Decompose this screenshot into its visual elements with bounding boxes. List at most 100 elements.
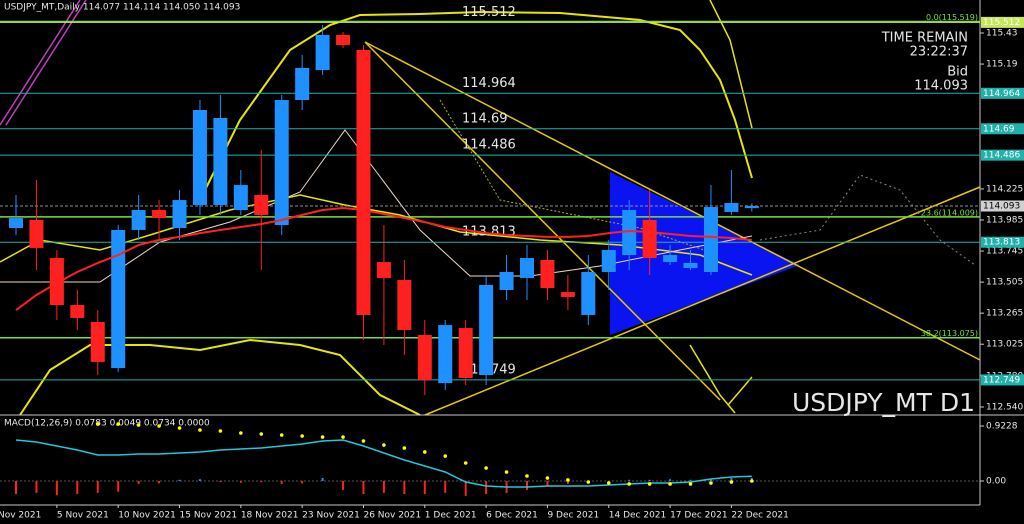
level-label: 115.512 xyxy=(462,5,516,20)
candle-body xyxy=(397,280,412,330)
candle-body xyxy=(295,67,310,101)
fib-label: 38.2(113.075) xyxy=(921,329,978,338)
level-label: 114.486 xyxy=(462,138,516,153)
trend-line xyxy=(364,41,721,401)
signal-dot xyxy=(484,466,488,470)
signal-dot xyxy=(279,433,284,437)
signal-dot xyxy=(627,482,631,486)
x-tick-label: 9 Dec 2021 xyxy=(547,511,599,521)
signal-dot xyxy=(157,424,161,428)
x-tick-label: 5 Nov 2021 xyxy=(57,511,109,521)
y-tick-label: 0.00 xyxy=(986,476,1006,486)
bid-title: Bid xyxy=(947,65,968,80)
macd-label: MACD(12,26,9) 0.0783 0.0049 0.0734 0.000… xyxy=(4,419,210,429)
candle-body xyxy=(274,100,289,226)
ichimoku-line xyxy=(439,99,711,253)
candle-body xyxy=(438,325,453,384)
signal-dot xyxy=(525,474,529,478)
x-tick-label: 1 Dec 2021 xyxy=(425,511,477,521)
candle-body xyxy=(744,206,759,209)
signal-dot xyxy=(361,439,366,443)
candle-body xyxy=(29,219,44,248)
signal-dot xyxy=(463,461,468,465)
signal-dot xyxy=(750,479,754,483)
x-tick-label: 15 Nov 2021 xyxy=(180,511,238,521)
level-axis-label: 115.512 xyxy=(983,18,1020,28)
bid-value: 114.093 xyxy=(914,79,968,94)
signal-dot xyxy=(566,478,570,482)
trend-line xyxy=(424,186,981,416)
candle-body xyxy=(540,259,555,289)
signal-dot xyxy=(504,470,509,474)
trend-line xyxy=(364,41,981,361)
x-tick-label: 10 Nov 2021 xyxy=(118,511,176,521)
signal-dot xyxy=(647,482,652,486)
y-tick-label: 113.745 xyxy=(986,247,1023,257)
y-tick-label: 113.985 xyxy=(986,215,1023,225)
signal-dot xyxy=(218,429,223,433)
signal-dot xyxy=(709,481,713,485)
signal-dot xyxy=(320,435,325,439)
level-box xyxy=(981,149,1024,161)
signal-dot xyxy=(688,482,693,486)
level-label: 113.813 xyxy=(462,225,516,240)
x-tick-label: 26 Nov 2021 xyxy=(363,511,421,521)
signal-dot xyxy=(545,476,550,480)
candle-body xyxy=(213,118,228,205)
candle-body xyxy=(111,229,126,369)
timer: 23:22:37 xyxy=(910,45,968,60)
candle-body xyxy=(356,49,371,315)
candle-body xyxy=(336,34,351,46)
candle-body xyxy=(376,262,391,278)
x-tick-label: 6 Dec 2021 xyxy=(486,511,538,521)
candle-body xyxy=(601,250,616,273)
signal-dot xyxy=(198,428,202,432)
level-box xyxy=(981,16,1024,28)
candle-body xyxy=(192,109,207,205)
timer-title: TIME REMAIN xyxy=(881,31,968,46)
signal-dot xyxy=(606,481,611,485)
candle-body xyxy=(315,34,330,71)
band-line xyxy=(199,10,753,201)
candle-body xyxy=(233,185,248,211)
candle-body xyxy=(131,210,146,230)
candle-body xyxy=(254,195,269,215)
candle-body xyxy=(622,210,637,256)
band-line xyxy=(689,344,736,414)
x-tick-label: 18 Nov 2021 xyxy=(241,511,299,521)
y-tick-label: 113.265 xyxy=(986,309,1023,319)
y-tick-label: 115.19 xyxy=(986,60,1018,70)
candle-body xyxy=(703,207,718,273)
candle-body xyxy=(663,255,678,263)
band-line xyxy=(727,376,753,406)
candle-body xyxy=(152,210,167,219)
candle-body xyxy=(560,292,575,297)
bid-axis-label: 114.093 xyxy=(983,202,1020,212)
candle-body xyxy=(172,200,187,229)
candle-body xyxy=(458,328,473,378)
signal-dot xyxy=(443,454,448,458)
fib-label: 0.0(115.519) xyxy=(926,13,978,22)
level-axis-label: 112.749 xyxy=(983,375,1020,385)
signal-dot xyxy=(402,446,407,450)
signal-dot xyxy=(300,434,304,438)
candle-body xyxy=(70,305,85,318)
candle-body xyxy=(499,272,514,290)
band-line xyxy=(19,338,421,416)
signal-dot xyxy=(116,422,120,426)
x-tick-label: 17 Dec 2021 xyxy=(670,511,728,521)
symbol-label: USDJPY_MT D1 xyxy=(792,388,975,417)
signal-dot xyxy=(423,450,427,454)
candle-body xyxy=(724,203,739,212)
fib-label: 23.6(114.009) xyxy=(921,208,978,217)
candle-body xyxy=(49,258,64,306)
level-box xyxy=(981,87,1024,99)
candle-body xyxy=(479,284,494,376)
x-tick-label: Nov 2021 xyxy=(0,511,41,521)
y-tick-label: 112.540 xyxy=(986,402,1023,412)
y-tick-label: 115.43 xyxy=(986,28,1018,38)
cloud-line xyxy=(759,174,976,266)
candle-body xyxy=(520,258,534,278)
level-axis-label: 113.813 xyxy=(983,238,1020,248)
